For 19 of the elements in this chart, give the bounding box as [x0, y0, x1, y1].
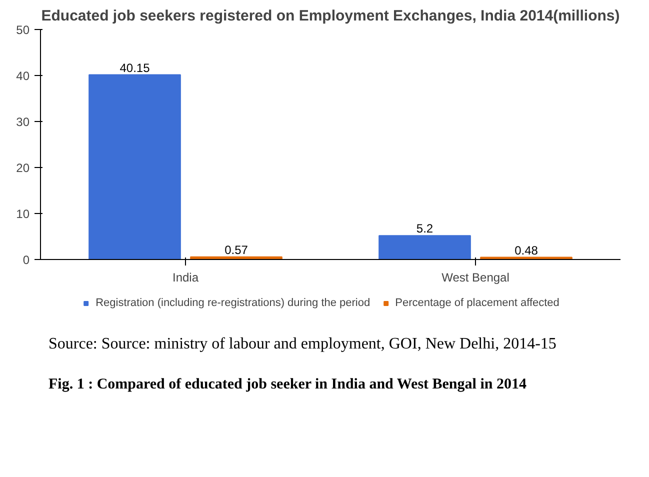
bar [378, 235, 471, 260]
data-label: 5.2 [416, 222, 434, 236]
x-tick-label: India [172, 270, 199, 284]
legend-label: Registration (including re-registrations) during the period [96, 297, 370, 309]
caption: Fig. 1 : Compared of educated job seeker in India and West Bengal in 2014 [48, 376, 527, 392]
legend-label: Percentage of placement affected [395, 297, 560, 309]
y-tick-label: 40 [16, 69, 30, 83]
bar [88, 74, 181, 260]
chart-title: Educated job seekers registered on Employment Exchanges, India 2014(millions) [41, 8, 620, 24]
data-label: 40.15 [120, 60, 150, 75]
x-tick-label: West Bengal [442, 270, 510, 284]
y-tick-label: 50 [16, 23, 30, 37]
data-label: 0.48 [514, 243, 538, 258]
y-tick-label: 20 [16, 161, 30, 175]
data-label: 0.57 [224, 242, 248, 257]
y-tick-label: 30 [16, 115, 30, 129]
y-tick-label: 0 [22, 253, 30, 267]
y-tick-label: 10 [16, 207, 30, 221]
source-note: Source: Source: ministry of labour and employment, GOI, New Delhi, 2014-15 [48, 336, 556, 352]
